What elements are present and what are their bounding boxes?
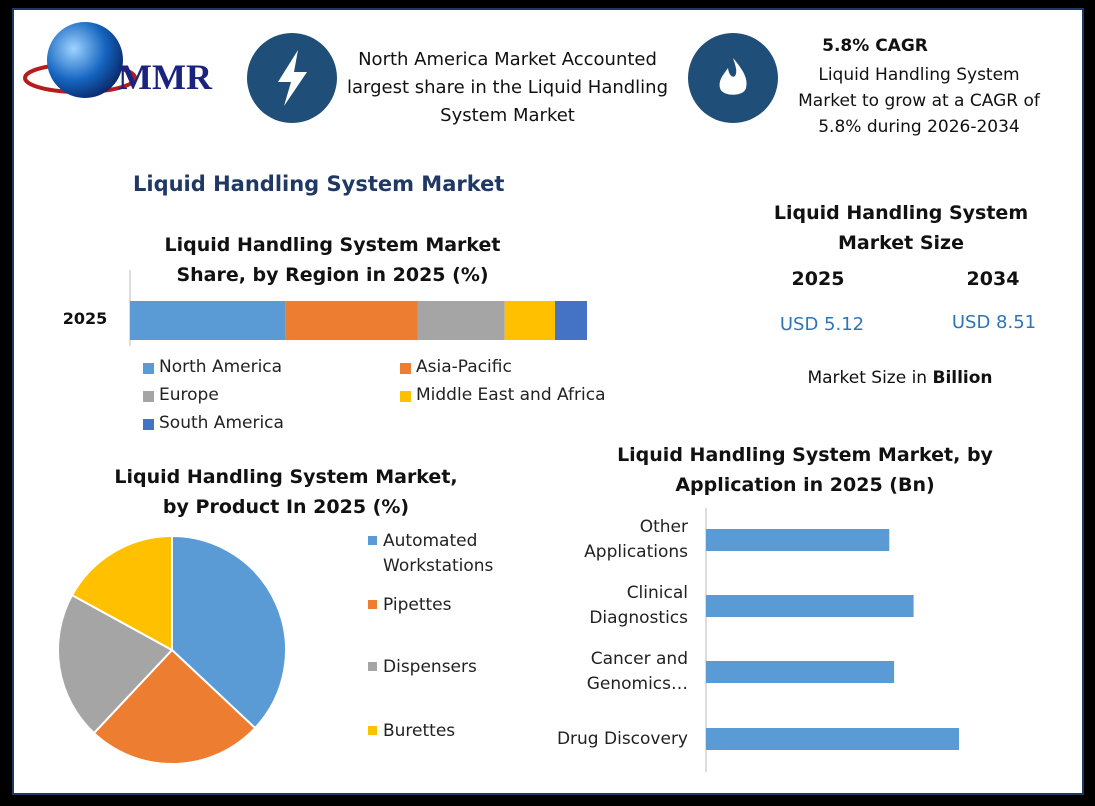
- size-note: Market Size in Billion: [760, 368, 1040, 388]
- size-note-text: Market Size in: [807, 368, 928, 388]
- pie-slice: [70, 534, 173, 652]
- cagr-title: 5.8% CAGR: [822, 36, 928, 56]
- size-value: USD 8.51: [951, 312, 1037, 333]
- bar-segment: [130, 301, 286, 340]
- region-note: North America Market Accounted largest s…: [346, 49, 669, 126]
- flame: [719, 58, 747, 95]
- legend-swatch: [400, 391, 411, 402]
- legend-swatch: [143, 391, 154, 402]
- size-value: USD 5.12: [779, 314, 865, 335]
- legend-swatch: [143, 363, 154, 374]
- y-tick-label: Clinical Diagnostics: [589, 583, 688, 628]
- legend-swatch: [368, 726, 377, 735]
- size-title: Liquid Handling System Market Size: [773, 202, 1029, 254]
- size-year: 2034: [966, 268, 1020, 290]
- size-note-unit: Billion: [932, 368, 993, 388]
- logo-globe: [47, 22, 123, 98]
- y-tick-label: Drug Discovery: [556, 728, 688, 749]
- pie-slice: [57, 593, 174, 735]
- logo-text: MMR: [118, 57, 213, 97]
- y-tick-label: Cancer and Genomics…: [586, 649, 688, 694]
- chart-title: Liquid Handling System Market, by Applic…: [617, 444, 993, 496]
- bolt: [278, 50, 307, 106]
- legend-label: South America: [159, 413, 284, 433]
- legend-label: Middle East and Africa: [416, 385, 606, 405]
- legend-swatch: [368, 536, 377, 545]
- legend-swatch: [368, 662, 377, 671]
- bar: [706, 728, 959, 750]
- bar-segment: [504, 301, 556, 340]
- legend-swatch: [368, 600, 377, 609]
- bar-segment: [417, 301, 505, 340]
- cagr-note: Liquid Handling System Market to grow at…: [798, 65, 1040, 137]
- legend-swatch: [400, 363, 411, 374]
- main-title: Liquid Handling System Market: [133, 172, 505, 196]
- pie-slice: [92, 648, 257, 765]
- legend-label: Asia-Pacific: [416, 357, 512, 377]
- y-tick-label: Other Applications: [584, 517, 688, 562]
- chart-title: Liquid Handling System Market, by Produc…: [114, 466, 458, 518]
- legend-label: Automated Workstations: [383, 531, 494, 576]
- y-tick-label: 2025: [62, 309, 108, 328]
- legend-label: Pipettes: [383, 595, 452, 615]
- legend-label: North America: [159, 357, 283, 377]
- bar-segment: [285, 301, 418, 340]
- chart-title: Liquid Handling System Market Share, by …: [164, 234, 501, 286]
- bar: [706, 661, 895, 683]
- bar-segment: [555, 301, 587, 340]
- bar: [706, 529, 890, 551]
- bar: [706, 595, 914, 617]
- pie-slice: [171, 534, 287, 730]
- legend-swatch: [143, 419, 154, 430]
- size-year: 2025: [791, 268, 845, 290]
- legend-label: Europe: [159, 385, 219, 405]
- legend-label: Dispensers: [383, 657, 477, 677]
- legend-label: Burettes: [383, 721, 456, 741]
